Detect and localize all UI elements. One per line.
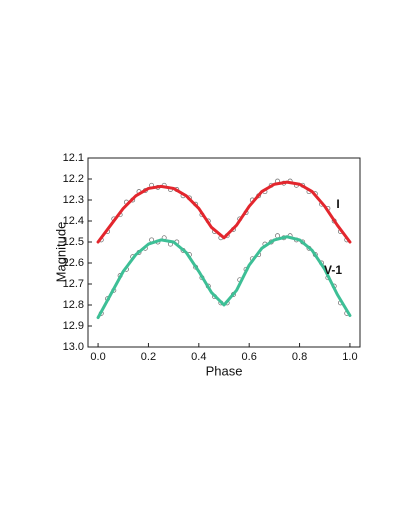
data-point (275, 233, 280, 239)
y-axis-title: Magnitude (53, 222, 68, 283)
y-tick-label: 12.7 (63, 278, 84, 290)
x-tick-label: 0.2 (141, 351, 156, 363)
y-tick-label: 13.0 (63, 341, 84, 353)
x-tick-label: 0.6 (242, 351, 257, 363)
fit-curve (96, 235, 352, 320)
fit-curve (96, 180, 352, 244)
y-tick-label: 12.1 (63, 152, 84, 164)
curve-label: V-1 (324, 263, 342, 277)
x-tick-label: 0.0 (90, 351, 105, 363)
plot-frame (87, 157, 361, 348)
x-tick-label: 0.4 (191, 351, 206, 363)
y-tick-label: 12.2 (63, 173, 84, 185)
y-tick-label: 12.5 (63, 236, 84, 248)
y-tick-label: 12.4 (63, 215, 84, 227)
y-tick-label: 12.3 (63, 194, 84, 206)
curve-label: I (336, 197, 339, 211)
x-tick-label: 0.8 (292, 351, 307, 363)
y-tick-label: 12.6 (63, 257, 84, 269)
x-tick-label: 1.0 (342, 351, 357, 363)
y-tick-label: 12.9 (63, 320, 84, 332)
y-tick-label: 12.8 (63, 299, 84, 311)
x-axis-title: Phase (206, 363, 243, 378)
